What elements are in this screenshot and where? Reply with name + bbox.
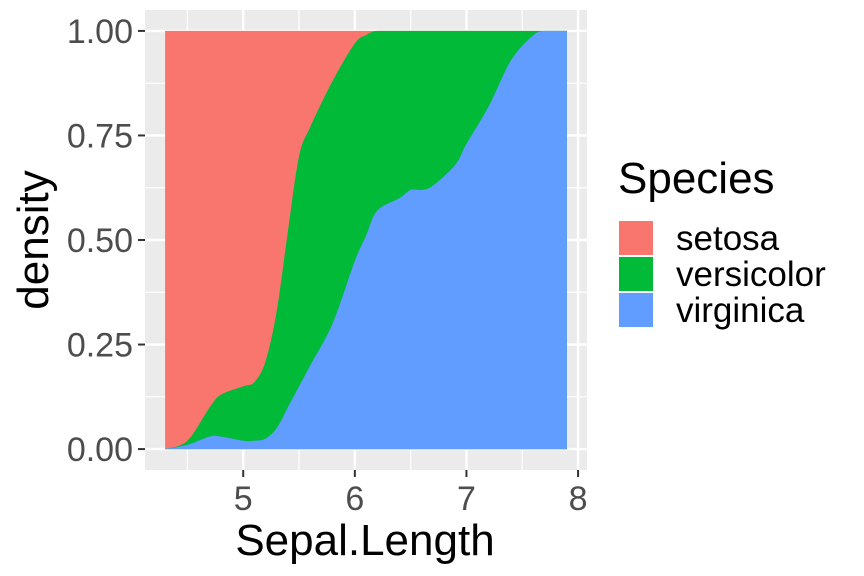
y-axis: 0.00 0.25 0.50 0.75 1.00 (67, 13, 145, 469)
x-tick-label: 6 (345, 480, 364, 518)
legend-key-virginica (619, 293, 653, 327)
legend-label-versicolor: versicolor (676, 255, 826, 294)
legend-key-versicolor (619, 257, 653, 291)
legend-title: Species (618, 154, 775, 203)
x-axis-title: Sepal.Length (235, 516, 494, 565)
area-virginica (165, 30, 567, 450)
y-tick-label: 1.00 (67, 13, 133, 51)
y-tick-label: 0.75 (67, 117, 133, 155)
x-tick-label: 7 (457, 480, 476, 518)
y-tick-label: 0.00 (67, 431, 133, 469)
legend-key-setosa (619, 221, 653, 255)
legend-label-virginica: virginica (676, 291, 805, 330)
y-axis-title: density (9, 170, 58, 309)
legend-label-setosa: setosa (676, 219, 780, 258)
x-axis: 5 6 7 8 (234, 470, 588, 518)
x-tick-label: 8 (569, 480, 588, 518)
y-tick-label: 0.25 (67, 327, 133, 365)
x-tick-label: 5 (234, 480, 253, 518)
y-tick-label: 0.50 (67, 222, 133, 260)
density-areas (165, 30, 567, 450)
